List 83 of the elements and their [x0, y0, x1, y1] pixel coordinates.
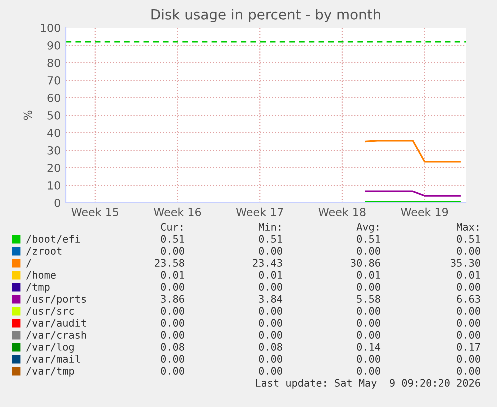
text: 0.00: [457, 319, 480, 327]
text: 3.84: [259, 295, 283, 303]
text: 23.43: [253, 259, 282, 267]
y-tick-label: 50: [48, 111, 60, 120]
y-tick-label: 90: [48, 41, 60, 50]
text: 0.00: [259, 355, 282, 363]
text: 0.00: [161, 283, 184, 291]
text: 0.00: [161, 319, 184, 327]
text: Last update: Sat May 9 09:20:20 2026: [256, 379, 480, 389]
text: 0.00: [357, 247, 380, 255]
legend-label: /zroot: [26, 247, 62, 256]
y-tick-label: 80: [48, 58, 60, 68]
legend-label: /usr/ports: [26, 295, 86, 305]
y-axis-title: %: [24, 110, 32, 120]
text: 0.00: [457, 247, 480, 255]
legend-label: /boot/efi: [26, 235, 80, 244]
legend-label: /var/mail: [26, 355, 80, 364]
text: 0.00: [357, 319, 380, 327]
y-tick-label: 60: [48, 94, 60, 102]
text: 0.00: [357, 355, 380, 363]
chart-title: Disk usage in percent - by month: [152, 9, 380, 23]
text: 0.17: [457, 343, 480, 351]
text: 23.58: [155, 259, 184, 267]
text: 3.86: [161, 295, 184, 303]
text: 0.00: [259, 283, 282, 291]
x-tick-label: Week 16: [154, 208, 202, 216]
y-tick-label: 20: [48, 164, 60, 172]
text: 0.00: [259, 307, 282, 315]
text: 0.51: [259, 235, 282, 243]
text: Avg:: [356, 223, 379, 233]
text: 30.86: [351, 259, 380, 267]
text: 0.00: [357, 307, 380, 315]
text: 0.00: [161, 307, 184, 315]
text: 0.00: [457, 283, 480, 291]
legend-label: /var/log: [26, 343, 74, 353]
y-tick-label: 40: [48, 128, 60, 138]
legend-label: /var/audit: [26, 319, 86, 328]
text: 0.00: [457, 331, 480, 339]
legend-label: /home: [26, 271, 56, 280]
legend-label: /var/tmp: [26, 367, 74, 377]
text: 0.51: [457, 235, 480, 243]
legend-label: /usr/src: [26, 307, 74, 316]
y-tick-label: 0: [54, 198, 60, 208]
y-tick-label: 100: [41, 24, 60, 32]
text: 0.01: [259, 271, 282, 279]
text: 0.14: [357, 343, 381, 351]
text: 0.00: [357, 367, 380, 375]
text: 0.00: [161, 331, 184, 339]
x-tick-label: Week 15: [72, 208, 118, 216]
y-tick-label: 70: [48, 76, 60, 85]
text: 0.01: [457, 271, 480, 279]
text: Min:: [259, 223, 281, 231]
x-tick-label: Week 18: [318, 208, 366, 216]
text: 0.00: [457, 367, 480, 375]
x-tick-label: Week 17: [236, 208, 284, 216]
text: 0.00: [457, 307, 480, 315]
y-tick-label: 30: [48, 146, 60, 155]
text: 0.00: [161, 367, 184, 375]
text: 0.00: [259, 319, 282, 327]
x-tick-label: Week 19: [401, 208, 448, 216]
text: 0.01: [161, 271, 184, 279]
text: 0.00: [161, 355, 184, 363]
text: 0.00: [357, 283, 380, 291]
legend-label: /: [26, 259, 32, 268]
text: 5.58: [357, 295, 380, 303]
text: 0.00: [161, 247, 184, 255]
text: Max:: [457, 223, 479, 231]
legend-label: /tmp: [26, 283, 50, 293]
text: 0.00: [259, 367, 282, 375]
text: 0.08: [259, 343, 282, 351]
legend-label: /var/crash: [26, 331, 86, 340]
text: 0.51: [161, 235, 184, 243]
text: 0.51: [357, 235, 380, 243]
text: 0.00: [357, 331, 380, 339]
text: 35.30: [451, 259, 480, 267]
text: Cur:: [161, 223, 183, 231]
text: 0.08: [161, 343, 184, 351]
text: 0.00: [259, 331, 282, 339]
text: 0.01: [357, 271, 380, 279]
text: 0.00: [259, 247, 282, 255]
y-tick-label: 10: [48, 181, 60, 190]
text: 6.63: [457, 295, 480, 303]
text: 0.00: [457, 355, 480, 363]
